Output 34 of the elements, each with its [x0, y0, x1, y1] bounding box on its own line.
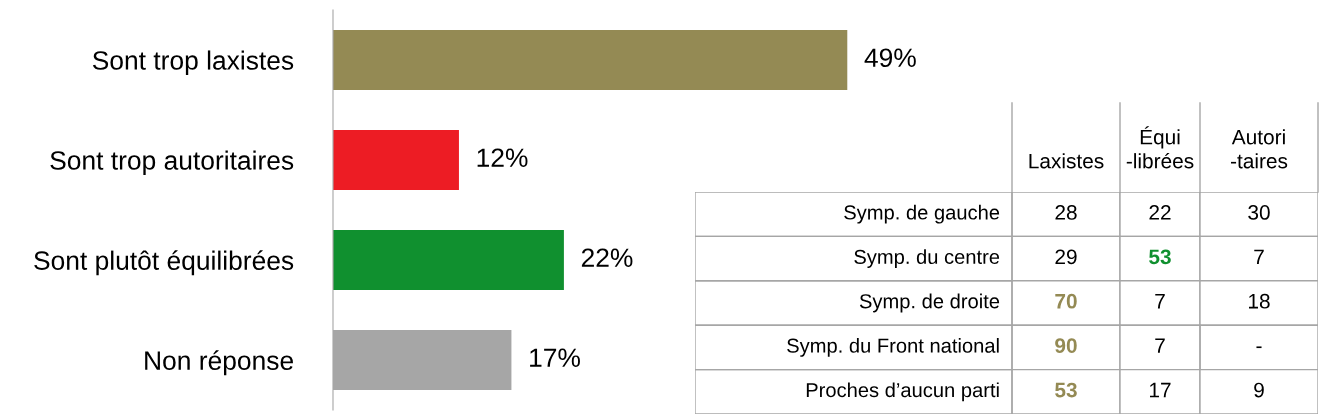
data-label: 7 — [1155, 294, 1165, 309]
data-label: 12% — [477, 148, 528, 167]
x-tick-label: Laxistes — [1029, 153, 1104, 169]
data-label: 7 — [1254, 249, 1264, 264]
bar — [333, 230, 564, 290]
data-label: 17% — [530, 348, 580, 367]
text: - — [1256, 346, 1262, 349]
x-tick-label: Équi -librées — [1126, 126, 1194, 169]
bar — [333, 30, 848, 90]
data-label: 49% — [864, 48, 916, 68]
data-label: 22% — [581, 248, 633, 267]
y-tick-label: Sont trop autoritaires — [50, 150, 294, 176]
y-tick-label: Symp. de droite — [859, 293, 1000, 313]
bar — [333, 130, 459, 190]
data-label: 70 — [1055, 293, 1077, 309]
x-tick-label: Autori -taires — [1230, 129, 1288, 169]
data-label: 17 — [1150, 382, 1171, 398]
data-label: 30 — [1248, 205, 1270, 220]
y-tick-label: Non réponse — [145, 350, 293, 376]
data-label: 28 — [1055, 205, 1077, 220]
data-label: 7 — [1155, 338, 1165, 353]
y-tick-label: Proches d’aucun parti — [806, 382, 999, 402]
data-label: 53 — [1055, 382, 1077, 398]
y-tick-label: Sont trop laxistes — [92, 50, 294, 76]
data-label: 9 — [1254, 382, 1264, 398]
data-label: 22 — [1149, 205, 1171, 220]
data-label: 53 — [1149, 249, 1171, 265]
y-tick-label: Symp. du centre — [854, 249, 1000, 268]
data-label: 18 — [1249, 293, 1270, 309]
data-label: 90 — [1055, 338, 1077, 353]
data-label: 29 — [1055, 249, 1077, 265]
y-tick-label: Sont plutôt équilibrées — [34, 250, 294, 276]
y-tick-label: Symp. de gauche — [844, 204, 1000, 224]
y-tick-label: Symp. du Front national — [787, 338, 999, 357]
